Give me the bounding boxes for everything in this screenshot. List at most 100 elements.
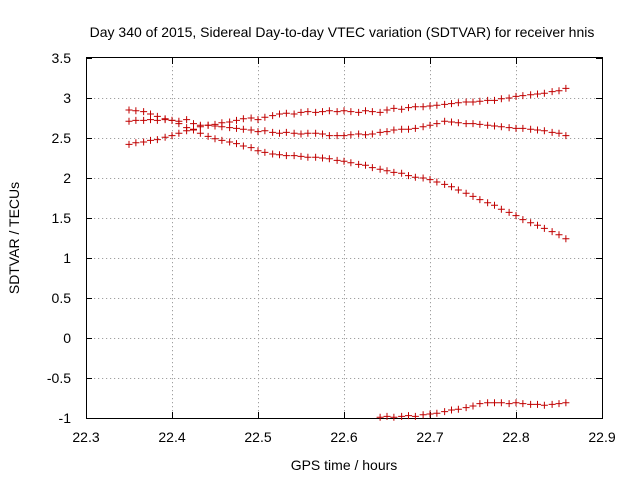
data-point <box>239 142 247 150</box>
data-point <box>491 96 498 104</box>
data-point <box>426 121 434 129</box>
data-point <box>433 101 441 109</box>
data-point <box>527 91 535 99</box>
x-tick-label: 22.9 <box>588 429 615 445</box>
data-point <box>140 108 148 116</box>
y-axis-label: SDTVAR / TECUs <box>6 182 22 294</box>
data-point <box>454 405 462 413</box>
data-point <box>534 126 541 134</box>
data-point <box>161 115 169 123</box>
data-point <box>462 404 470 412</box>
data-point <box>325 132 333 140</box>
data-point <box>254 147 262 155</box>
data-point <box>462 98 470 106</box>
data-point <box>312 129 320 137</box>
data-point <box>390 413 398 421</box>
data-point <box>398 105 406 113</box>
data-point <box>519 216 527 224</box>
data-point <box>476 97 484 105</box>
data-point <box>398 412 406 420</box>
data-point <box>419 174 427 182</box>
data-point <box>304 153 312 161</box>
data-point <box>419 411 427 419</box>
data-point <box>497 399 505 407</box>
data-point <box>233 124 240 132</box>
data-point <box>441 100 449 108</box>
data-point <box>433 120 441 128</box>
x-axis-label: GPS time / hours <box>291 457 398 473</box>
data-point <box>125 106 133 114</box>
data-point <box>476 196 484 204</box>
data-point <box>484 199 492 207</box>
data-point <box>211 122 219 130</box>
data-point <box>239 115 247 123</box>
data-point <box>562 132 570 140</box>
data-point <box>362 131 369 139</box>
data-point <box>411 173 419 181</box>
data-point <box>196 121 204 129</box>
data-point <box>512 124 520 132</box>
data-point <box>562 84 570 92</box>
data-point <box>555 231 563 239</box>
y-tick-label: -1 <box>59 410 72 426</box>
data-point <box>333 156 341 164</box>
data-point <box>368 164 376 172</box>
data-point <box>540 224 548 232</box>
data-point <box>441 117 449 125</box>
data-point <box>398 169 406 177</box>
data-point <box>448 183 455 191</box>
data-point <box>204 121 212 129</box>
data-point <box>190 126 197 134</box>
data-point <box>153 112 161 120</box>
data-point <box>433 178 441 186</box>
data-point <box>448 406 455 414</box>
data-point <box>247 126 255 134</box>
data-point <box>204 132 212 140</box>
data-point <box>497 95 505 103</box>
data-point <box>147 136 154 144</box>
data-point <box>555 87 563 95</box>
data-point <box>168 116 176 124</box>
data-point <box>462 120 470 128</box>
data-point <box>419 103 427 111</box>
data-point <box>140 138 148 146</box>
data-point <box>161 133 169 141</box>
data-point <box>347 108 355 116</box>
data-point <box>383 128 391 136</box>
data-point <box>390 168 398 176</box>
data-point <box>405 125 412 133</box>
data-point <box>562 399 570 407</box>
data-point <box>290 110 298 118</box>
data-point <box>368 108 376 116</box>
data-point <box>448 118 455 126</box>
data-point <box>512 92 520 100</box>
data-point <box>239 125 247 133</box>
data-point <box>261 148 269 156</box>
data-point <box>454 99 462 107</box>
y-tick-label: 1.5 <box>52 210 72 226</box>
data-point <box>247 114 255 122</box>
data-point <box>376 165 384 173</box>
data-point <box>398 125 406 133</box>
data-point <box>411 103 419 111</box>
data-point <box>548 228 556 236</box>
data-point <box>175 129 183 137</box>
data-point <box>325 155 333 163</box>
data-point <box>491 122 498 130</box>
data-point <box>512 399 520 407</box>
x-tick-label: 22.3 <box>72 429 99 445</box>
y-tick-label: 3 <box>63 90 71 106</box>
data-point <box>368 130 376 138</box>
data-point <box>548 88 556 96</box>
data-point <box>505 400 513 408</box>
data-point <box>454 119 462 127</box>
data-point <box>469 192 477 200</box>
data-points <box>125 84 570 421</box>
data-point <box>505 208 513 216</box>
data-point <box>355 108 363 116</box>
data-point <box>297 152 305 160</box>
data-point <box>548 128 556 136</box>
data-point <box>512 212 520 220</box>
chart-title: Day 340 of 2015, Sidereal Day-to-day VTE… <box>90 24 595 40</box>
y-tick-label: 0.5 <box>52 290 72 306</box>
